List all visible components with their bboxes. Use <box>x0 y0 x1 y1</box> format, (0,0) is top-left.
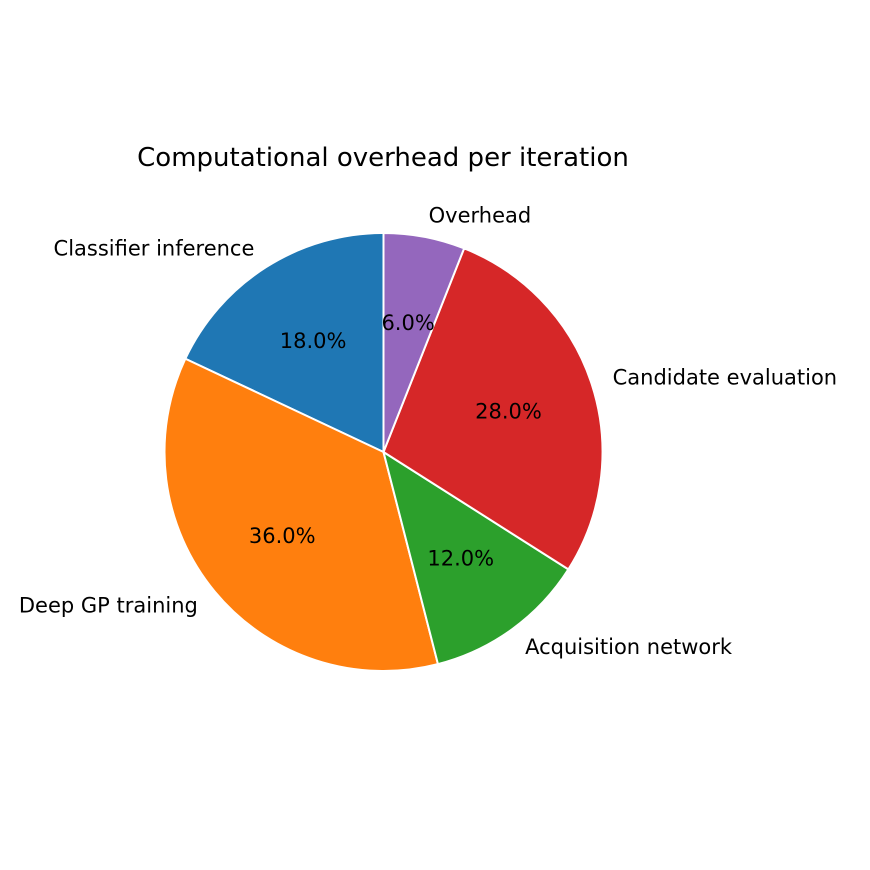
slice-pct-label-4: 6.0% <box>381 311 434 335</box>
slice-label-0: Classifier inference <box>54 237 255 261</box>
slice-pct-label-2: 12.0% <box>427 546 494 570</box>
pie-slice-1 <box>163 357 439 672</box>
slice-label-2: Acquisition network <box>525 635 733 659</box>
slice-label-3: Candidate evaluation <box>613 366 838 390</box>
pie-slice-3 <box>382 247 604 571</box>
slice-label-1: Deep GP training <box>19 594 198 618</box>
pie-labels: Classifier inference 18.0% Deep GP trainin… <box>19 203 837 659</box>
pie-slice-2 <box>382 451 570 666</box>
slice-pct-label-3: 28.0% <box>475 399 542 423</box>
slice-label-4: Overhead <box>429 203 532 227</box>
pie-slice-0 <box>184 232 385 453</box>
chart-title: Computational overhead per iteration <box>137 143 629 173</box>
pie-slices <box>163 232 604 672</box>
pie-slice-4 <box>382 232 466 453</box>
slice-pct-label-1: 36.0% <box>249 524 316 548</box>
slice-pct-label-0: 18.0% <box>280 329 347 353</box>
